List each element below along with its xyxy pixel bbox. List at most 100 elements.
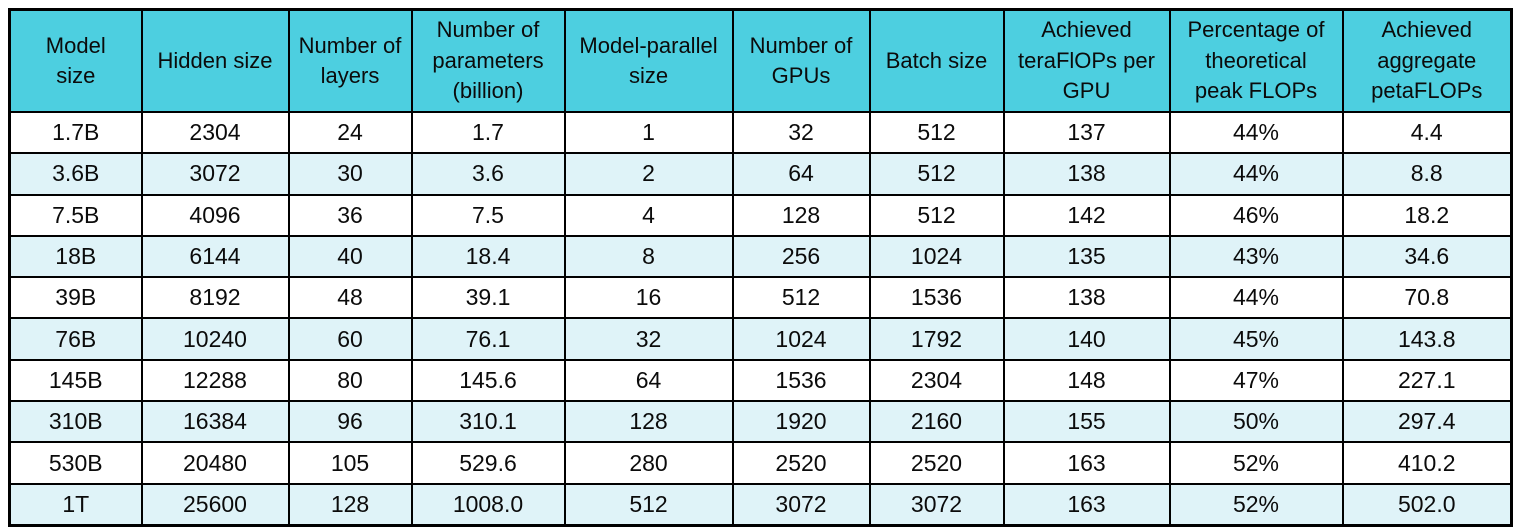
table-cell: 43%	[1168, 234, 1344, 279]
model-scaling-table: Model size Hidden size Number of layers Num…	[8, 8, 1513, 527]
table-cell: 36	[287, 193, 413, 237]
table-cell: 70.8	[1341, 276, 1513, 320]
table-cell: 16	[563, 276, 734, 320]
table-cell: 48	[287, 276, 413, 320]
table-cell: 512	[731, 276, 871, 320]
table-cell: 310B	[8, 400, 143, 444]
table-cell: 46%	[1168, 193, 1344, 237]
table-cell: 8192	[140, 276, 290, 320]
table-cell: 64	[731, 152, 871, 196]
table-cell: 8.8	[1341, 152, 1513, 196]
table-cell: 47%	[1168, 358, 1344, 403]
table-cell: 20480	[140, 441, 290, 485]
table-cell: 138	[1002, 152, 1171, 196]
table-cell: 52%	[1168, 482, 1344, 527]
table-cell: 12288	[140, 358, 290, 403]
table-cell: 143.8	[1341, 317, 1513, 361]
table-cell: 64	[563, 358, 734, 403]
table-cell: 145B	[8, 358, 143, 403]
column-header-9: Achieved aggregate petaFLOPs	[1341, 8, 1513, 113]
table-cell: 280	[563, 441, 734, 485]
table-cell: 18.2	[1341, 193, 1513, 237]
table-cell: 105	[287, 441, 413, 485]
table-cell: 2304	[868, 358, 1005, 403]
column-header-2: Number of layers	[287, 8, 413, 113]
table-cell: 227.1	[1341, 358, 1513, 403]
table-cell: 52%	[1168, 441, 1344, 485]
table-cell: 1.7B	[8, 110, 143, 155]
table-cell: 512	[868, 152, 1005, 196]
table-cell: 32	[563, 317, 734, 361]
table-cell: 39B	[8, 276, 143, 320]
table-cell: 1536	[731, 358, 871, 403]
column-header-8: Percentage of theoretical peak FLOPs	[1168, 8, 1344, 113]
column-header-0: Model size	[8, 8, 143, 113]
table-row-1T: 1T 25600 128 1008.0 512 3072 3072 163 52% 502.0	[8, 482, 1513, 527]
table-cell: 1792	[868, 317, 1005, 361]
table-cell: 1T	[8, 482, 143, 527]
table-header: Model size Hidden size Number of layers Num…	[8, 8, 1513, 113]
table-cell: 16384	[140, 400, 290, 444]
table-cell: 10240	[140, 317, 290, 361]
table-cell: 60	[287, 317, 413, 361]
table-cell: 3072	[140, 152, 290, 196]
table-cell: 2304	[140, 110, 290, 155]
table-cell: 142	[1002, 193, 1171, 237]
table-cell: 2520	[731, 441, 871, 485]
table-cell: 2520	[868, 441, 1005, 485]
table-cell: 135	[1002, 234, 1171, 279]
table-cell: 40	[287, 234, 413, 279]
table-cell: 410.2	[1341, 441, 1513, 485]
table-cell: 50%	[1168, 400, 1344, 444]
table-cell: 32	[731, 110, 871, 155]
table-cell: 1024	[868, 234, 1005, 279]
table-cell: 34.6	[1341, 234, 1513, 279]
header-row: Model size Hidden size Number of layers Num…	[8, 8, 1513, 113]
table-cell: 512	[868, 110, 1005, 155]
table-cell: 1	[563, 110, 734, 155]
table-row-310B: 310B 16384 96 310.1 128 1920 2160 155 50% 297.4	[8, 400, 1513, 444]
table-cell: 18B	[8, 234, 143, 279]
table-cell: 6144	[140, 234, 290, 279]
table-cell: 45%	[1168, 317, 1344, 361]
table-row-76B: 76B 10240 60 76.1 32 1024 1792 140 45% 143.8	[8, 317, 1513, 361]
table-cell: 44%	[1168, 152, 1344, 196]
table-cell: 44%	[1168, 110, 1344, 155]
table-row-3.6B: 3.6B 3072 30 3.6 2 64 512 138 44% 8.8	[8, 152, 1513, 196]
table-cell: 18.4	[410, 234, 566, 279]
table-cell: 128	[563, 400, 734, 444]
table-body: 1.7B 2304 24 1.7 1 32 512 137 44% 4.4 3.6B 3072 30 3.…	[8, 110, 1513, 527]
table-cell: 256	[731, 234, 871, 279]
table-cell: 80	[287, 358, 413, 403]
table-cell: 530B	[8, 441, 143, 485]
table-cell: 76.1	[410, 317, 566, 361]
table-cell: 2	[563, 152, 734, 196]
table-cell: 1920	[731, 400, 871, 444]
table-cell: 297.4	[1341, 400, 1513, 444]
table-cell: 8	[563, 234, 734, 279]
column-header-7: Achieved teraFlOPs per GPU	[1002, 8, 1171, 113]
table-cell: 1536	[868, 276, 1005, 320]
table-cell: 163	[1002, 441, 1171, 485]
table-cell: 145.6	[410, 358, 566, 403]
column-header-6: Batch size	[868, 8, 1005, 113]
table-row-18B: 18B 6144 40 18.4 8 256 1024 135 43% 34.6	[8, 234, 1513, 279]
table-cell: 39.1	[410, 276, 566, 320]
column-header-3: Number of parameters (billion)	[410, 8, 566, 113]
table-cell: 4096	[140, 193, 290, 237]
table-cell: 96	[287, 400, 413, 444]
column-header-4: Model-parallel size	[563, 8, 734, 113]
table-row-39B: 39B 8192 48 39.1 16 512 1536 138 44% 70.8	[8, 276, 1513, 320]
column-header-5: Number of GPUs	[731, 8, 871, 113]
table-cell: 163	[1002, 482, 1171, 527]
table-cell: 76B	[8, 317, 143, 361]
table-cell: 2160	[868, 400, 1005, 444]
table-cell: 1024	[731, 317, 871, 361]
table-cell: 138	[1002, 276, 1171, 320]
table-cell: 3.6	[410, 152, 566, 196]
table-cell: 137	[1002, 110, 1171, 155]
table-cell: 128	[287, 482, 413, 527]
table-row-530B: 530B 20480 105 529.6 280 2520 2520 163 52% 410.2	[8, 441, 1513, 485]
table-cell: 140	[1002, 317, 1171, 361]
table-cell: 4	[563, 193, 734, 237]
